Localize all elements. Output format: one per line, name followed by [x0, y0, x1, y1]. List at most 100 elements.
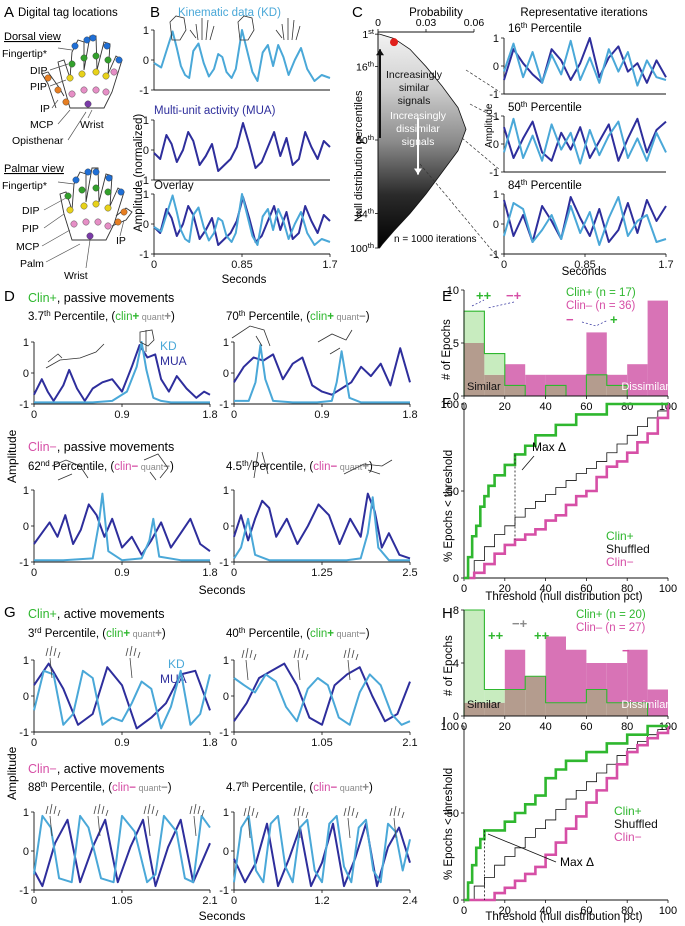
panel-a-title: Digital tag locations	[18, 7, 118, 19]
g1-ytick-label-2: 1	[23, 655, 29, 667]
null-xtick-label-1: 0.03	[416, 17, 437, 29]
i-ytick-label-2: 100	[441, 721, 459, 733]
palmar-dot-2	[92, 168, 100, 176]
panel-d-arm-pictograms	[45, 325, 393, 481]
panel-g-ylabel: Amplitude	[5, 746, 19, 800]
d1-xtick-label-0: 0	[31, 409, 37, 421]
c84-mua-line	[503, 196, 667, 243]
d-pos-title-clin: Clin+	[28, 291, 57, 305]
h-bar-overlap-1	[484, 702, 505, 716]
panel-i: % Epochs < threshold Threshold (null dis…	[441, 721, 678, 923]
hand-sketch-icon-10	[293, 805, 309, 839]
panel-d-ylabel: Amplitude	[5, 429, 19, 483]
dorsal-dot-7	[92, 52, 100, 60]
g2-xtick-label-1: 1.05	[311, 737, 332, 749]
b1-kd-line	[153, 29, 331, 82]
hand-sketch-icon-12	[389, 805, 405, 839]
panel-b-kd-title: Kinematic data (KD)	[178, 7, 281, 19]
palmar-leader-fingertip	[57, 181, 75, 185]
d3-title-text: 62nd Percentile, (clin− quant−)	[28, 459, 174, 473]
cdf-plot-i: 0 50 100 0 20 40 60 80 100	[441, 721, 678, 917]
null-ytick-label-1: 16th	[356, 60, 374, 74]
palmar-label-fingertip: Fingertip*	[2, 180, 47, 192]
c16-mua-line	[503, 37, 667, 84]
dorsal-dot-20	[62, 98, 70, 106]
panel-c-ylabel: Null distribution percentiles	[353, 90, 365, 222]
d3-xtick-label-0: 0	[31, 567, 37, 579]
g2-xtick-label-2: 2.1	[402, 737, 417, 749]
c-connector-50	[469, 103, 501, 121]
palmar-leader-mcp	[41, 229, 71, 247]
c50-ytick-label-0: -1	[489, 167, 499, 179]
plot-c-16th: -1 0 1	[489, 33, 667, 101]
palmar-dot-8	[104, 188, 112, 196]
g2-ytick-label-1: 0	[223, 691, 229, 703]
d3-title-sup: nd	[41, 459, 50, 468]
rep-title-50: 50th Percentile	[508, 100, 582, 114]
h-similar-label: Similar	[467, 699, 501, 711]
null-ytick-sup-2: th	[368, 133, 374, 142]
panel-c: Probability Representative iterations Nu…	[350, 7, 673, 278]
dissimilar-arrow-head	[414, 168, 422, 175]
g1-title-num: 3	[28, 628, 34, 640]
f-xtick-label-4: 80	[621, 583, 633, 595]
e-clin-pos-outline	[463, 310, 668, 397]
panel-b-letter: B	[150, 4, 160, 21]
palmar-leader-ip	[119, 219, 125, 237]
d3-title-quant-sign: −	[163, 461, 170, 473]
arm-icon-d2a	[231, 325, 271, 347]
d-pos-title-suffix: , passive movements	[57, 291, 174, 305]
arm-icon-d4b	[343, 459, 393, 475]
g-neg-title-clin: Clin−	[28, 762, 57, 776]
dorsal-dot-17	[102, 88, 110, 96]
e-bar-overlap-6	[586, 374, 607, 396]
d1-title-quant-sign: +	[164, 311, 171, 323]
h-bar-top-7	[606, 663, 628, 703]
null-ytick-num-2: 50	[356, 135, 368, 147]
panel-i-ylabel: % Epochs < threshold	[443, 768, 455, 880]
d2-xtick-label-2: 1.8	[402, 409, 417, 421]
f-clinpos-cdf	[464, 402, 668, 580]
e-dissimilar-label: Dissimilar	[621, 381, 669, 393]
c50-mua-line	[503, 117, 667, 162]
g4-mua-line	[233, 822, 411, 888]
h-bar-overlap-4	[545, 702, 566, 716]
dorsal-dot-19	[54, 86, 62, 94]
rep-title-84-text: 84th Percentile	[508, 178, 582, 192]
dorsal-dot-18	[44, 74, 52, 82]
palmar-dot-17	[120, 208, 128, 216]
g2-ytick-label-2: 1	[223, 655, 229, 667]
palmar-leader-dip	[43, 197, 67, 211]
b2-mua-line	[153, 122, 331, 172]
panel-g-xlabel: Seconds	[199, 909, 246, 923]
h-bar-overlap-8	[627, 702, 648, 716]
i-max-delta-leader	[487, 833, 557, 863]
g3-title-quant-sign: −	[161, 782, 168, 794]
panel-f-ylabel: % Epochs < threshold	[443, 450, 455, 562]
null-ytick-sup-4: th	[368, 241, 374, 250]
g1-title-clin: clin	[106, 628, 123, 640]
panel-f-xlabel: Threshold (null distribution pct)	[485, 591, 642, 603]
d3-kd-line	[34, 492, 210, 562]
d2-ytick-label-0: -1	[219, 399, 229, 411]
c84-xtick-label-0: 0	[501, 259, 507, 271]
i-ytick-label-0: 0	[453, 895, 459, 907]
palmar-leader-wrist	[85, 239, 91, 269]
g2-mua-line	[233, 662, 411, 726]
e-annot-leader-1	[471, 299, 515, 309]
h-bar-overlap-7	[606, 702, 628, 716]
h-bar-top-1	[484, 689, 505, 703]
g2-title-text: 40th Percentile, (clin+ quant−)	[226, 626, 370, 640]
d2-title-quant-sign: −	[359, 311, 366, 323]
f-legend-clin-pos: Clin+	[606, 529, 634, 543]
palmar-dot-9	[66, 206, 74, 214]
panel-g: Clin+, active movements Clin−, active mo…	[5, 607, 418, 923]
d1-title-sup: th	[44, 309, 51, 318]
palmar-label-pip: PIP	[22, 223, 39, 235]
c16-ytick-label-1: 0	[493, 61, 499, 73]
dorsal-dot-12	[102, 72, 110, 80]
d-neg-title-clin: Clin−	[28, 440, 57, 454]
plot-c-50th: -1 0 1	[489, 111, 667, 179]
hand-sketch-icon-7	[143, 803, 159, 837]
